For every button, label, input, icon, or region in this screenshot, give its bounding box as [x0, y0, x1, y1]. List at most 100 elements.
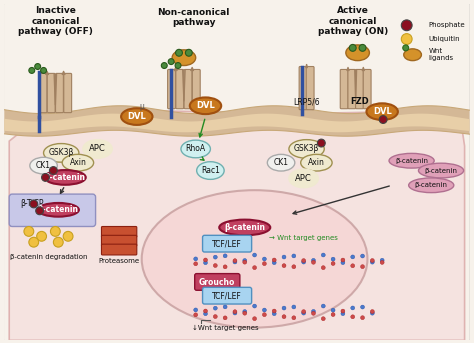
Ellipse shape: [190, 97, 221, 114]
Circle shape: [331, 262, 335, 265]
Circle shape: [213, 263, 217, 268]
Circle shape: [272, 312, 276, 316]
Circle shape: [282, 306, 286, 310]
Text: β-catenin degradation: β-catenin degradation: [10, 254, 87, 260]
Circle shape: [233, 310, 237, 314]
Ellipse shape: [366, 103, 398, 120]
Ellipse shape: [83, 140, 112, 158]
Circle shape: [370, 260, 374, 264]
Circle shape: [301, 260, 306, 264]
Circle shape: [311, 260, 315, 264]
Circle shape: [213, 306, 217, 310]
Circle shape: [36, 232, 46, 241]
Circle shape: [331, 257, 335, 261]
Ellipse shape: [197, 162, 224, 179]
Ellipse shape: [62, 154, 94, 171]
Circle shape: [263, 313, 266, 317]
Text: Axin: Axin: [70, 158, 86, 167]
Circle shape: [175, 49, 182, 56]
Circle shape: [41, 68, 46, 73]
Circle shape: [223, 254, 227, 258]
Ellipse shape: [172, 50, 196, 66]
Polygon shape: [4, 114, 470, 132]
Circle shape: [203, 261, 208, 265]
FancyBboxPatch shape: [348, 70, 356, 109]
Circle shape: [233, 259, 237, 263]
Text: APC: APC: [295, 174, 312, 183]
Circle shape: [194, 313, 198, 317]
Text: Groucho: Groucho: [199, 278, 236, 287]
Circle shape: [24, 226, 34, 236]
Circle shape: [50, 226, 60, 236]
Circle shape: [318, 139, 325, 147]
Circle shape: [203, 309, 208, 313]
Ellipse shape: [301, 154, 332, 171]
Circle shape: [203, 312, 208, 316]
Circle shape: [341, 258, 345, 262]
Circle shape: [253, 253, 256, 257]
FancyBboxPatch shape: [192, 70, 200, 109]
FancyBboxPatch shape: [356, 70, 364, 109]
Circle shape: [263, 257, 266, 261]
Circle shape: [194, 257, 198, 261]
Circle shape: [401, 34, 412, 45]
Ellipse shape: [181, 140, 210, 158]
Ellipse shape: [346, 45, 369, 61]
Circle shape: [361, 254, 365, 258]
Circle shape: [380, 260, 384, 264]
Circle shape: [331, 312, 335, 317]
Circle shape: [185, 49, 192, 56]
Circle shape: [63, 232, 73, 241]
FancyBboxPatch shape: [195, 274, 240, 290]
Circle shape: [253, 266, 256, 270]
Circle shape: [243, 310, 247, 314]
Circle shape: [272, 309, 276, 313]
Circle shape: [272, 261, 276, 265]
FancyBboxPatch shape: [47, 73, 55, 113]
FancyBboxPatch shape: [176, 70, 184, 109]
Circle shape: [54, 237, 63, 247]
Text: Axin: Axin: [308, 158, 325, 167]
FancyBboxPatch shape: [9, 194, 96, 226]
FancyBboxPatch shape: [55, 73, 64, 113]
Ellipse shape: [409, 178, 454, 193]
FancyBboxPatch shape: [101, 235, 137, 246]
Text: β-catenin: β-catenin: [425, 167, 457, 174]
Circle shape: [35, 63, 41, 70]
Circle shape: [168, 59, 174, 64]
Circle shape: [213, 255, 217, 259]
Circle shape: [380, 258, 384, 262]
Circle shape: [292, 316, 296, 320]
Ellipse shape: [267, 154, 295, 171]
Circle shape: [321, 253, 325, 257]
Circle shape: [29, 237, 39, 247]
Text: β-TrCP: β-TrCP: [20, 199, 44, 209]
Text: Ubiquitin: Ubiquitin: [428, 36, 460, 42]
Polygon shape: [4, 106, 470, 136]
FancyBboxPatch shape: [184, 70, 192, 109]
FancyBboxPatch shape: [299, 67, 307, 110]
Circle shape: [243, 260, 247, 264]
Circle shape: [361, 316, 365, 320]
Circle shape: [175, 62, 181, 69]
FancyBboxPatch shape: [64, 73, 72, 113]
Ellipse shape: [45, 170, 86, 185]
Text: TCF/LEF: TCF/LEF: [212, 240, 242, 249]
Text: CK1: CK1: [273, 158, 289, 167]
Ellipse shape: [289, 169, 319, 188]
Text: RhoA: RhoA: [186, 144, 206, 153]
Circle shape: [194, 262, 198, 266]
Circle shape: [223, 305, 227, 309]
Circle shape: [282, 315, 286, 319]
Circle shape: [331, 308, 335, 312]
Circle shape: [292, 265, 296, 269]
Circle shape: [351, 306, 355, 310]
Circle shape: [311, 309, 315, 314]
Circle shape: [263, 308, 266, 312]
Text: ↓Wnt target genes: ↓Wnt target genes: [192, 324, 258, 331]
Circle shape: [321, 304, 325, 308]
Circle shape: [361, 265, 365, 269]
Circle shape: [351, 264, 355, 268]
Circle shape: [341, 312, 345, 316]
Circle shape: [233, 311, 237, 315]
